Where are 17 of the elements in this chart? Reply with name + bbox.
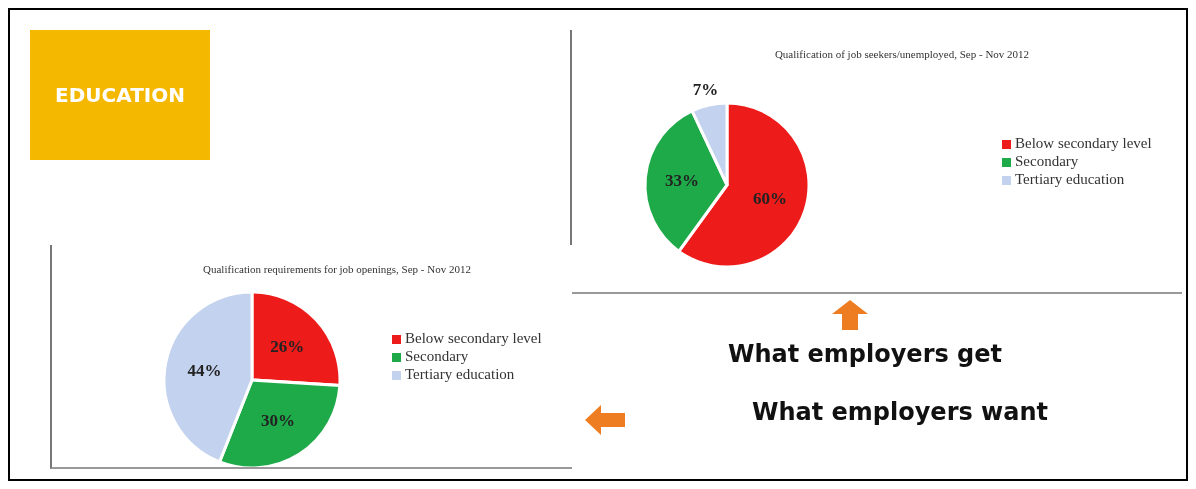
text: What employers get [726, 340, 1004, 368]
chart-title: Qualification of job seekers/unemployed, Sep - Nov 2012 [773, 48, 1031, 60]
data-label: 30% [260, 411, 295, 431]
legend-label: Tertiary education [405, 366, 515, 382]
data-label: 44% [187, 361, 222, 381]
data-label: 60% [752, 189, 787, 209]
legend-label: Below secondary level [1015, 135, 1152, 151]
text: EDUCATION [55, 83, 185, 107]
legend-label: Secondary [1015, 153, 1079, 169]
legend-label: Secondary [405, 348, 469, 364]
data-label: 33% [665, 171, 700, 191]
chart-title: Qualification requirements for job openings, Sep - Nov 2012 [202, 263, 472, 275]
text: What employers want [750, 398, 1050, 426]
legend-label: Below secondary level [405, 330, 542, 346]
data-label: 26% [270, 337, 305, 357]
legend-label: Tertiary education [1015, 171, 1125, 187]
data-label: 7% [692, 79, 719, 99]
